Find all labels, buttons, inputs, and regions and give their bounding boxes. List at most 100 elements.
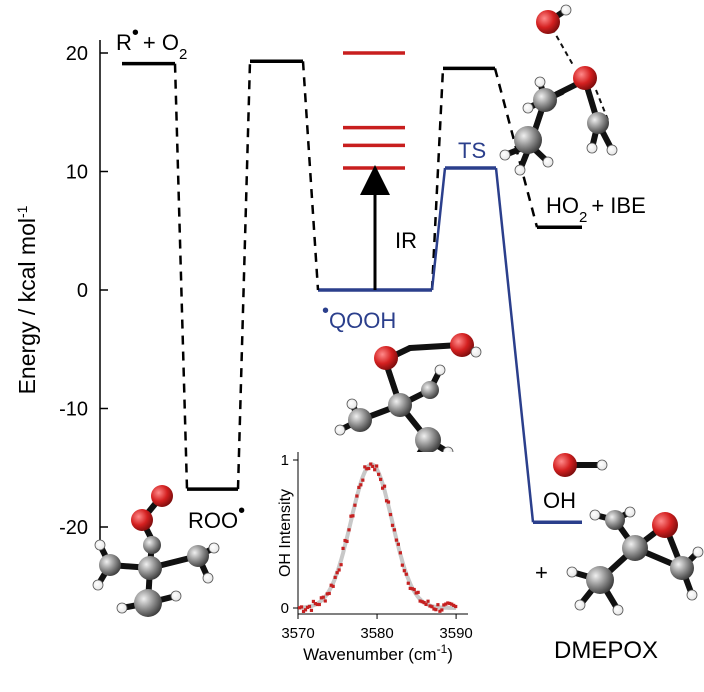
connector-ts1-to-qooh bbox=[301, 61, 320, 291]
inset-point bbox=[375, 464, 379, 468]
inset-point bbox=[311, 599, 316, 604]
inset-y-tick-label: 1 bbox=[281, 452, 289, 469]
inset-point bbox=[307, 604, 312, 609]
inset-point bbox=[303, 608, 308, 612]
inset-data-points bbox=[297, 462, 458, 613]
y-tick-label: -20 bbox=[59, 517, 88, 539]
molecule-dmepox-structure bbox=[566, 506, 704, 616]
molecule-ts-structure bbox=[499, 4, 618, 176]
inset-point bbox=[339, 563, 343, 567]
inset-point bbox=[442, 603, 446, 607]
inset-point bbox=[347, 528, 351, 532]
inset-point bbox=[321, 595, 325, 599]
inset-point bbox=[333, 575, 337, 579]
inset-oh-spectrum: 3570 3580 3590 0 1 OH Intensity Wavenumber (… bbox=[277, 452, 473, 664]
connector-qooh-to-ts2 bbox=[430, 68, 445, 291]
inset-point bbox=[319, 596, 323, 600]
inset-point bbox=[323, 599, 327, 603]
inset-point bbox=[398, 551, 402, 555]
inset-point bbox=[450, 602, 454, 606]
inset-point bbox=[418, 599, 422, 603]
inset-x-tick-label: 3570 bbox=[281, 625, 314, 642]
inset-point bbox=[299, 605, 304, 609]
inset-point bbox=[335, 571, 339, 575]
inset-point bbox=[424, 602, 428, 606]
inset-point bbox=[357, 485, 361, 490]
inset-point bbox=[430, 605, 434, 609]
inset-point bbox=[382, 484, 387, 488]
label-ts: TS bbox=[458, 138, 486, 163]
label-oh: OH bbox=[543, 488, 576, 513]
inset-point bbox=[359, 483, 363, 487]
inset-point bbox=[402, 569, 406, 573]
inset-point bbox=[446, 601, 450, 605]
inset-point bbox=[341, 546, 345, 551]
inset-point bbox=[367, 466, 371, 471]
connector-r-to-roo bbox=[173, 63, 189, 490]
inset-point bbox=[329, 583, 333, 587]
inset-ticks: 3570 3580 3590 0 1 bbox=[281, 452, 473, 642]
inset-point bbox=[305, 605, 310, 610]
inset-y-label: OH Intensity bbox=[277, 489, 294, 577]
inset-point bbox=[337, 568, 341, 572]
inset-point bbox=[297, 606, 302, 610]
label-dmepox: DMEPOX bbox=[554, 637, 658, 664]
plus-sign: + bbox=[535, 560, 548, 585]
inset-point bbox=[361, 478, 365, 482]
inset-point bbox=[386, 500, 391, 504]
label-r-o2: R• + O2 bbox=[116, 22, 187, 63]
label-roo: ROO• bbox=[188, 500, 245, 533]
inset-point bbox=[400, 563, 404, 567]
inset-point bbox=[454, 604, 458, 609]
inset-point bbox=[422, 600, 426, 605]
y-tick-label: 0 bbox=[77, 280, 88, 302]
inset-point bbox=[325, 592, 329, 596]
y-tick-label: 10 bbox=[66, 162, 88, 184]
inset-point bbox=[351, 514, 355, 518]
inset-x-label: Wavenumber (cm-1) bbox=[303, 642, 453, 664]
inset-point bbox=[363, 465, 367, 469]
inset-point bbox=[416, 590, 420, 594]
connector-ts3-to-oh bbox=[494, 167, 535, 523]
inset-point bbox=[355, 494, 359, 498]
molecule-roo-structure bbox=[92, 485, 220, 617]
ir-levels bbox=[343, 51, 405, 170]
inset-point bbox=[432, 607, 436, 611]
label-qooh: •QOOH bbox=[322, 300, 396, 333]
inset-point bbox=[317, 602, 321, 607]
inset-point bbox=[313, 602, 317, 606]
inset-point bbox=[414, 591, 418, 595]
inset-point bbox=[353, 503, 357, 507]
inset-background bbox=[288, 452, 468, 614]
inset-point bbox=[438, 609, 442, 613]
inset-point bbox=[377, 472, 381, 476]
inset-point bbox=[444, 602, 448, 606]
y-axis-label: Energy / kcal mol-1 bbox=[14, 205, 40, 394]
y-axis-ticks: 20 10 0 -10 -20 bbox=[59, 43, 108, 539]
inset-point bbox=[390, 523, 395, 527]
inset-point bbox=[343, 538, 347, 543]
inset-point bbox=[410, 587, 414, 591]
connector-roo-to-ts1 bbox=[236, 61, 252, 490]
molecule-qooh-structure bbox=[334, 333, 482, 471]
y-tick-label: 20 bbox=[66, 43, 88, 65]
inset-point bbox=[434, 608, 438, 612]
inset-point bbox=[392, 528, 397, 532]
inset-point bbox=[380, 486, 385, 490]
molecule-oh-structure bbox=[553, 453, 608, 477]
inset-point bbox=[327, 591, 331, 596]
inset-point bbox=[426, 599, 430, 603]
label-ho2-ibe: HO2 + IBE bbox=[546, 193, 646, 226]
inset-point bbox=[428, 604, 432, 608]
inset-point bbox=[315, 602, 319, 607]
inset-point bbox=[349, 514, 353, 518]
inset-point bbox=[452, 603, 456, 607]
inset-point bbox=[379, 477, 383, 481]
inset-point bbox=[388, 512, 393, 517]
inset-point bbox=[436, 603, 440, 607]
y-tick-label: -10 bbox=[59, 399, 88, 421]
inset-point bbox=[301, 609, 306, 613]
inset-point bbox=[331, 584, 335, 588]
inset-y-tick-label: 0 bbox=[281, 600, 289, 617]
